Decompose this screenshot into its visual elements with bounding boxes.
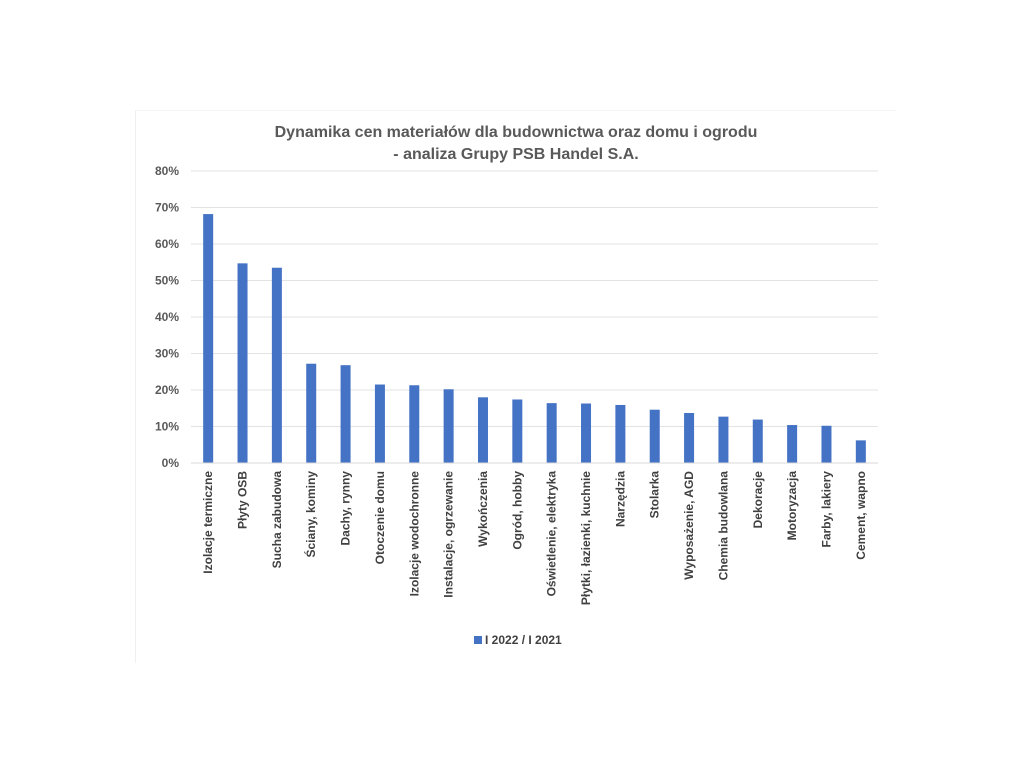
bar: [340, 365, 351, 463]
bar-chart: Dynamika cen materiałów dla budownictwa …: [155, 124, 878, 647]
bar: [855, 440, 866, 463]
bar: [649, 409, 660, 463]
y-axis-ticks: 0% 10% 20% 30% 40% 50% 60% 70% 80%: [155, 164, 179, 470]
bar: [821, 425, 832, 463]
y-tick-label: 50%: [155, 274, 179, 288]
legend-swatch: [474, 636, 482, 644]
bar: [409, 385, 420, 463]
bar: [787, 425, 798, 463]
gridlines: [191, 170, 878, 427]
x-category-label: Sucha zabudowa: [270, 471, 284, 569]
y-tick-label: 10%: [155, 420, 179, 434]
x-category-label: Płytki, łazienki, kuchnie: [579, 471, 593, 605]
y-tick-label: 30%: [155, 347, 179, 361]
x-category-label: Dekoracje: [751, 471, 765, 529]
x-category-label: Ściany, kominy: [303, 471, 318, 558]
y-tick-label: 40%: [155, 310, 179, 324]
bar: [718, 416, 729, 463]
x-category-label: Izolacje termiczne: [201, 471, 215, 574]
bar: [271, 267, 282, 463]
bar: [752, 419, 763, 463]
x-category-label: Wykończenia: [476, 471, 490, 547]
x-category-label: Oświetlenie, elektryka: [545, 471, 559, 597]
bar: [581, 403, 592, 463]
x-category-label: Stolarka: [648, 471, 662, 519]
x-category-label: Izolacje wodochronne: [407, 471, 421, 597]
chart-title: Dynamika cen materiałów dla budownictwa …: [275, 124, 758, 141]
x-category-label: Chemia budowlana: [716, 471, 730, 581]
x-axis-labels: Izolacje termiczne Płyty OSB Sucha zabudow…: [201, 471, 868, 605]
y-tick-label: 60%: [155, 237, 179, 251]
bar: [512, 399, 523, 463]
x-category-label: Farby, lakiery: [819, 471, 833, 548]
x-category-label: Cement, wapno: [854, 471, 868, 560]
x-category-label: Ogród, hobby: [510, 471, 524, 550]
bar: [237, 263, 248, 463]
chart-subtitle: - analiza Grupy PSB Handel S.A.: [393, 146, 638, 163]
bar: [477, 397, 488, 463]
x-category-label: Otoczenie domu: [373, 471, 387, 564]
legend: I 2022 / I 2021: [474, 633, 562, 647]
x-category-label: Wyposażenie, AGD: [682, 471, 696, 580]
y-tick-label: 0%: [162, 456, 180, 470]
bar: [546, 403, 557, 463]
y-tick-label: 80%: [155, 164, 179, 178]
x-category-label: Instalacje, ogrzewanie: [442, 471, 456, 598]
x-category-label: Narzędzia: [613, 471, 627, 527]
bars: [203, 214, 866, 463]
bar: [684, 412, 695, 463]
x-category-label: Motoryzacja: [785, 471, 799, 541]
y-tick-label: 70%: [155, 201, 179, 215]
bar: [306, 363, 317, 463]
x-category-label: Dachy, rynny: [339, 471, 353, 546]
bar: [615, 404, 626, 463]
legend-label: I 2022 / I 2021: [485, 633, 562, 647]
y-tick-label: 20%: [155, 383, 179, 397]
bar: [203, 214, 214, 463]
x-category-label: Płyty OSB: [236, 471, 250, 529]
bar: [443, 389, 454, 463]
bar: [374, 384, 385, 463]
chart-container: Dynamika cen materiałów dla budownictwa …: [135, 110, 896, 663]
